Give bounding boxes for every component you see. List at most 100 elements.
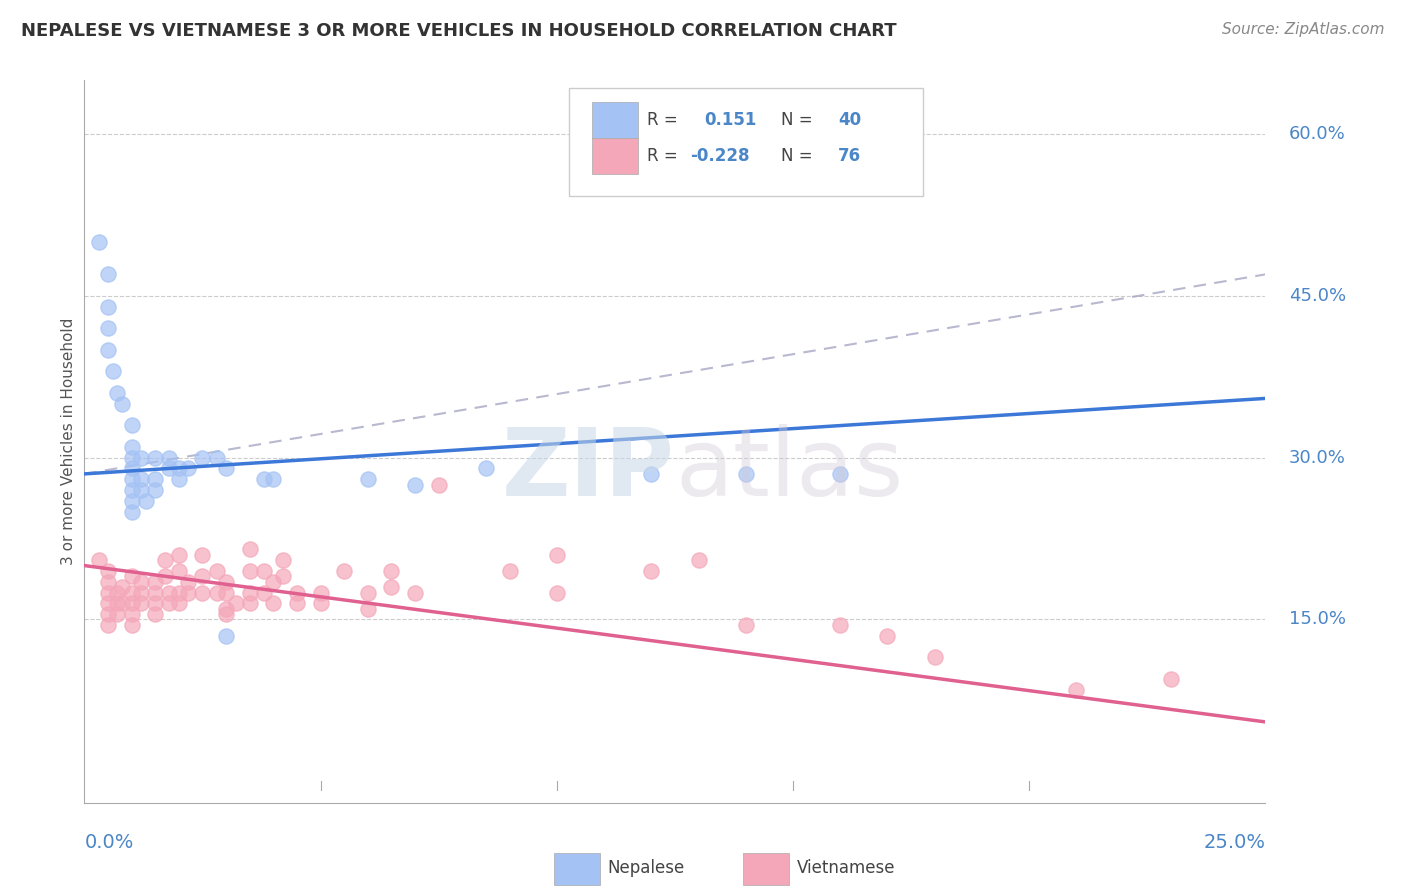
Point	[191, 569, 214, 583]
Point	[215, 461, 238, 475]
Point	[129, 574, 152, 589]
Point	[143, 596, 166, 610]
Point	[167, 548, 190, 562]
Point	[271, 569, 294, 583]
Point	[97, 585, 120, 599]
Point	[153, 569, 176, 583]
Point	[309, 585, 332, 599]
Point	[121, 493, 143, 508]
Point	[157, 450, 180, 465]
Point	[97, 343, 120, 357]
Point	[640, 564, 662, 578]
Text: Vietnamese: Vietnamese	[797, 859, 896, 877]
Point	[253, 564, 276, 578]
Point	[97, 268, 120, 282]
Point	[734, 467, 756, 481]
Point	[253, 585, 276, 599]
Point	[167, 585, 190, 599]
Text: -0.228: -0.228	[690, 147, 749, 165]
Point	[121, 418, 143, 433]
Point	[153, 553, 176, 567]
Point	[380, 580, 402, 594]
Point	[87, 235, 110, 249]
Text: Nepalese: Nepalese	[607, 859, 685, 877]
Text: R =: R =	[647, 111, 678, 129]
Point	[225, 596, 247, 610]
Point	[121, 450, 143, 465]
Point	[97, 596, 120, 610]
Point	[121, 472, 143, 486]
Text: 60.0%: 60.0%	[1289, 125, 1346, 144]
Point	[546, 548, 568, 562]
Point	[97, 300, 120, 314]
Point	[143, 472, 166, 486]
Point	[215, 585, 238, 599]
Point	[107, 607, 129, 621]
Point	[924, 650, 946, 665]
Point	[143, 450, 166, 465]
Point	[404, 585, 426, 599]
Point	[357, 585, 380, 599]
Point	[143, 607, 166, 621]
Point	[215, 601, 238, 615]
Point	[475, 461, 498, 475]
Point	[111, 397, 134, 411]
Text: N =: N =	[782, 147, 813, 165]
Point	[239, 596, 262, 610]
Point	[167, 461, 190, 475]
Point	[215, 629, 238, 643]
Point	[253, 472, 276, 486]
Point	[215, 574, 238, 589]
Point	[121, 483, 143, 497]
Point	[498, 564, 520, 578]
Y-axis label: 3 or more Vehicles in Household: 3 or more Vehicles in Household	[60, 318, 76, 566]
FancyBboxPatch shape	[592, 103, 638, 137]
Point	[143, 585, 166, 599]
Point	[262, 472, 284, 486]
Point	[143, 483, 166, 497]
Point	[205, 450, 228, 465]
Point	[97, 618, 120, 632]
Point	[177, 461, 200, 475]
Point	[101, 364, 124, 378]
Text: atlas: atlas	[675, 425, 903, 516]
Point	[239, 585, 262, 599]
Text: 30.0%: 30.0%	[1289, 449, 1346, 467]
Point	[121, 618, 143, 632]
Point	[215, 607, 238, 621]
Point	[191, 548, 214, 562]
Point	[107, 585, 129, 599]
Point	[830, 467, 852, 481]
Point	[1160, 672, 1182, 686]
Point	[129, 472, 152, 486]
Point	[143, 574, 166, 589]
Point	[688, 553, 710, 567]
Point	[1066, 682, 1088, 697]
Text: R =: R =	[647, 147, 678, 165]
FancyBboxPatch shape	[592, 138, 638, 174]
Text: 45.0%: 45.0%	[1289, 287, 1346, 305]
Point	[427, 477, 450, 491]
Point	[205, 564, 228, 578]
Point	[191, 585, 214, 599]
Text: Source: ZipAtlas.com: Source: ZipAtlas.com	[1222, 22, 1385, 37]
Point	[97, 321, 120, 335]
Point	[111, 580, 134, 594]
Point	[309, 596, 332, 610]
Point	[157, 596, 180, 610]
Point	[876, 629, 898, 643]
Text: 0.151: 0.151	[704, 111, 756, 129]
Point	[121, 569, 143, 583]
Point	[191, 450, 214, 465]
Point	[157, 461, 180, 475]
Text: N =: N =	[782, 111, 813, 129]
FancyBboxPatch shape	[554, 854, 600, 885]
Text: 0.0%: 0.0%	[84, 833, 134, 852]
Point	[205, 585, 228, 599]
Point	[121, 505, 143, 519]
Point	[97, 574, 120, 589]
Point	[285, 585, 308, 599]
Point	[262, 596, 284, 610]
Point	[167, 564, 190, 578]
Point	[135, 493, 157, 508]
